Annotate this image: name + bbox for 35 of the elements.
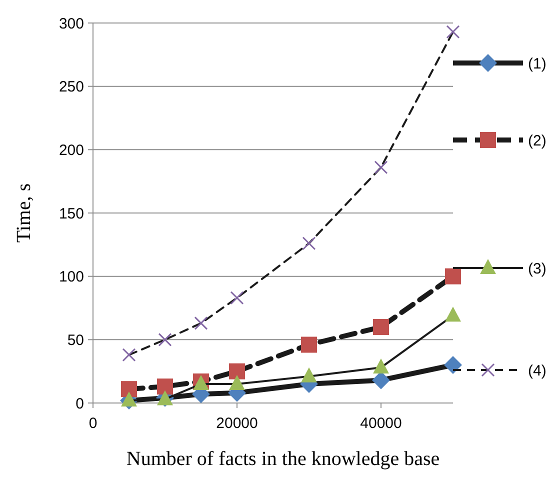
point [229,363,245,380]
x-tick-label: 40000 [360,415,402,432]
point [158,332,172,346]
point [374,160,388,174]
y-tick-label: 100 [58,268,84,286]
point [194,316,208,330]
point [229,375,245,390]
legend-label: (4) [528,362,546,380]
point [373,358,389,374]
point [121,381,137,398]
point [301,367,317,382]
point [445,306,461,322]
x-axis-title: Number of facts in the knowledge base [126,448,440,470]
legend-label: (1) [528,55,546,72]
point [444,356,462,374]
point [301,336,317,353]
y-tick-label: 300 [58,15,84,32]
point [230,291,244,305]
y-tick-label: 0 [76,395,84,412]
legend-label: (2) [528,132,546,150]
point [373,319,389,335]
point [446,25,460,39]
y-tick-label: 250 [58,78,84,96]
x-tick-label: 20000 [216,415,258,432]
point [445,268,461,284]
point [302,236,316,250]
point [121,391,137,406]
y-axis-title: Time, s [13,183,35,243]
point [157,378,173,395]
y-tick-label: 50 [67,332,84,349]
legend-label: (3) [528,260,546,278]
y-tick-label: 150 [58,205,84,222]
point [122,348,136,362]
x-tick-label: 0 [88,415,98,432]
y-tick-label: 200 [58,142,84,159]
